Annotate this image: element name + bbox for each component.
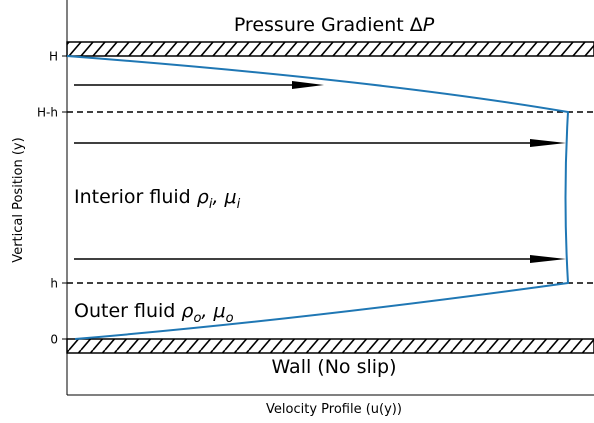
y-tick-label: H-h (37, 106, 58, 120)
y-ticks (62, 55, 67, 340)
text-part: i (237, 197, 241, 212)
text-part: ρ (181, 300, 193, 322)
velocity-profile (66, 55, 570, 340)
text-part: o (226, 311, 234, 326)
flow-arrows (74, 84, 540, 260)
text-part: Pressure Gradient Δ (234, 14, 423, 36)
bottom-wall (66, 338, 594, 354)
text-part: , μ (212, 186, 236, 208)
text-part: Outer fluid (74, 300, 181, 322)
pressure-label: Pressure Gradient ΔP (234, 14, 435, 36)
y-tick-label: h (50, 277, 58, 291)
wall-label: Wall (No slip) (271, 356, 396, 378)
arrow-heads (292, 81, 566, 263)
top-wall (66, 41, 594, 57)
y-tick-label: H (49, 50, 58, 64)
text-part: Interior fluid (74, 186, 197, 208)
y-axis-label: Vertical Position (y) (11, 137, 26, 262)
text-part: , μ (201, 300, 225, 322)
text-part: ρ (197, 186, 209, 208)
interior-label: Interior fluid ρi, μi (74, 186, 241, 212)
y-tick-label: 0 (50, 333, 58, 347)
x-axis-label: Velocity Profile (u(y)) (266, 402, 402, 417)
text-part: o (193, 311, 201, 326)
text-part: P (423, 14, 435, 36)
text-part: i (209, 197, 213, 212)
outer-label: Outer fluid ρo, μo (74, 300, 234, 326)
